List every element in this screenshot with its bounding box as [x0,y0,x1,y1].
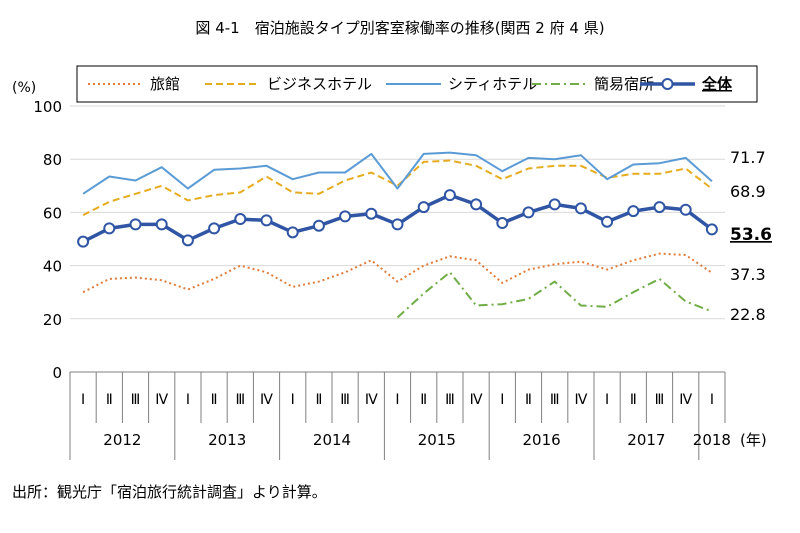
y-axis-ticks: 0 20 40 60 80 100 [33,98,62,382]
year-label: 2015 [418,431,456,449]
quarter-label: Ⅱ [525,392,532,408]
year-label: 2014 [313,431,351,449]
y-tick-label: 20 [43,311,62,329]
y-tick-label: 0 [52,364,62,382]
quarter-label: Ⅰ [81,392,85,408]
quarter-label: Ⅳ [365,392,378,408]
end-value-label: 71.7 [730,148,766,167]
quarter-label: Ⅳ [574,392,587,408]
series-lines [77,151,718,319]
data-point [417,201,430,214]
y-tick-label: 60 [43,204,62,222]
quarter-label: Ⅲ [340,392,350,408]
quarter-label: Ⅲ [131,392,141,408]
chart-title: 図 4-1 宿泊施設タイプ別客室稼働率の推移(関西 2 府 4 県) [195,19,604,37]
legend-entry: シティホテル [386,75,537,93]
data-point [365,207,378,220]
y-tick-label: 80 [43,151,62,169]
y-tick-label: 100 [33,98,62,116]
quarter-label: Ⅰ [186,392,190,408]
end-value-label: 68.9 [730,182,766,201]
quarter-label: Ⅳ [470,392,483,408]
quarter-label: Ⅱ [211,392,218,408]
end-value-label: 37.3 [730,265,766,284]
data-point [627,205,640,218]
end-value-label: 53.6 [730,225,772,245]
data-point [181,234,194,247]
year-label: 2018 [693,431,731,449]
legend: 旅館 ビジネスホテル シティホテル 簡易宿所 全体 [76,65,758,103]
legend-label: 全体 [701,75,733,93]
data-point [208,222,221,235]
quarter-label: Ⅲ [655,392,665,408]
data-point [129,218,142,231]
quarter-label: Ⅲ [550,392,560,408]
data-point [522,206,535,219]
data-point [470,198,483,211]
quarter-label: Ⅱ [630,392,637,408]
end-labels: 37.3 68.9 71.7 22.8 53.6 [730,148,772,324]
data-point [496,217,509,230]
legend-label: 簡易宿所 [594,75,654,93]
data-point [601,215,614,228]
series-ビジネスホテル [82,159,713,216]
series-line [82,252,713,294]
data-point [155,218,168,231]
quarter-label: Ⅰ [291,392,295,408]
quarter-label: Ⅰ [500,392,504,408]
series-全体 [77,189,718,248]
data-point [391,218,404,231]
data-point [653,201,666,214]
year-label: 2012 [103,431,141,449]
year-label: 2016 [523,431,561,449]
data-point [260,214,273,227]
data-point [234,213,247,226]
data-point [103,222,116,235]
quarter-label: Ⅳ [155,392,168,408]
legend-entry: ビジネスホテル [205,75,372,93]
y-tick-label: 40 [43,258,62,276]
y-axis-unit: (%) [12,80,36,96]
data-point [286,226,299,239]
source-note: 出所：観光庁「宿泊旅行統計調査」より計算。 [12,483,327,501]
quarter-label: Ⅱ [315,392,322,408]
quarter-label: Ⅱ [106,392,113,408]
series-シティホテル [82,151,713,195]
year-label: 2013 [208,431,246,449]
quarter-label: Ⅰ [395,392,399,408]
quarter-label: Ⅲ [445,392,455,408]
legend-entry: 全体 [640,75,733,93]
end-value-label: 22.8 [730,305,766,324]
quarter-label: Ⅰ [605,392,609,408]
legend-marker [661,78,674,90]
quarter-label: Ⅲ [235,392,245,408]
series-line [396,271,713,319]
series-line [82,159,713,216]
quarter-label: Ⅳ [260,392,273,408]
data-point [443,189,456,202]
legend-label: シティホテル [448,75,537,93]
quarter-label: Ⅱ [420,392,427,408]
quarter-label: Ⅳ [679,392,692,408]
legend-label: ビジネスホテル [267,75,372,93]
data-point [77,235,90,248]
data-point [574,202,587,215]
series-簡易宿所 [396,271,713,319]
series-line [82,151,713,195]
data-point [679,203,692,216]
data-point [312,219,325,232]
year-label: 2017 [627,431,665,449]
series-旅館 [82,252,713,294]
year-unit-label: (年) [740,431,767,449]
quarter-label: Ⅰ [710,392,714,408]
data-point [548,198,561,211]
legend-label: 旅館 [150,75,180,93]
data-point [339,210,352,223]
data-point [705,223,718,236]
legend-entry: 簡易宿所 [532,75,654,93]
legend-entry: 旅館 [88,75,180,93]
